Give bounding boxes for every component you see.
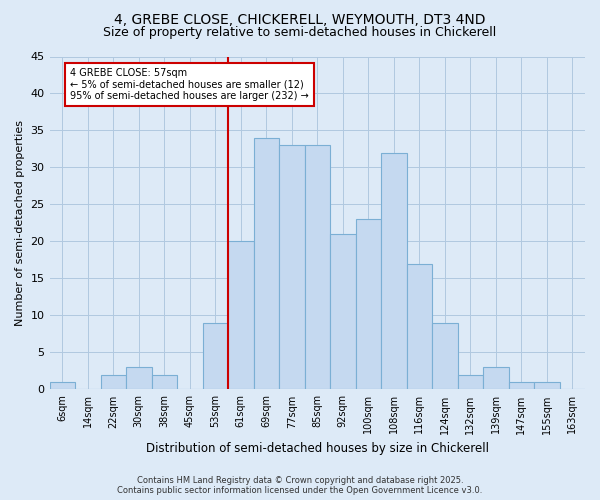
Bar: [305, 146, 330, 390]
Bar: [254, 138, 279, 390]
Bar: [203, 323, 228, 390]
Bar: [407, 264, 432, 390]
Bar: [152, 374, 177, 390]
Text: 4 GREBE CLOSE: 57sqm
← 5% of semi-detached houses are smaller (12)
95% of semi-d: 4 GREBE CLOSE: 57sqm ← 5% of semi-detach…: [70, 68, 308, 101]
Bar: [228, 242, 254, 390]
Bar: [330, 234, 356, 390]
Y-axis label: Number of semi-detached properties: Number of semi-detached properties: [15, 120, 25, 326]
Bar: [126, 367, 152, 390]
Text: Size of property relative to semi-detached houses in Chickerell: Size of property relative to semi-detach…: [103, 26, 497, 39]
X-axis label: Distribution of semi-detached houses by size in Chickerell: Distribution of semi-detached houses by …: [146, 442, 489, 455]
Bar: [50, 382, 75, 390]
Bar: [458, 374, 483, 390]
Bar: [534, 382, 560, 390]
Bar: [101, 374, 126, 390]
Bar: [432, 323, 458, 390]
Bar: [483, 367, 509, 390]
Text: 4, GREBE CLOSE, CHICKERELL, WEYMOUTH, DT3 4ND: 4, GREBE CLOSE, CHICKERELL, WEYMOUTH, DT…: [114, 12, 486, 26]
Bar: [356, 220, 381, 390]
Text: Contains HM Land Registry data © Crown copyright and database right 2025.
Contai: Contains HM Land Registry data © Crown c…: [118, 476, 482, 495]
Bar: [509, 382, 534, 390]
Bar: [381, 152, 407, 390]
Bar: [279, 146, 305, 390]
